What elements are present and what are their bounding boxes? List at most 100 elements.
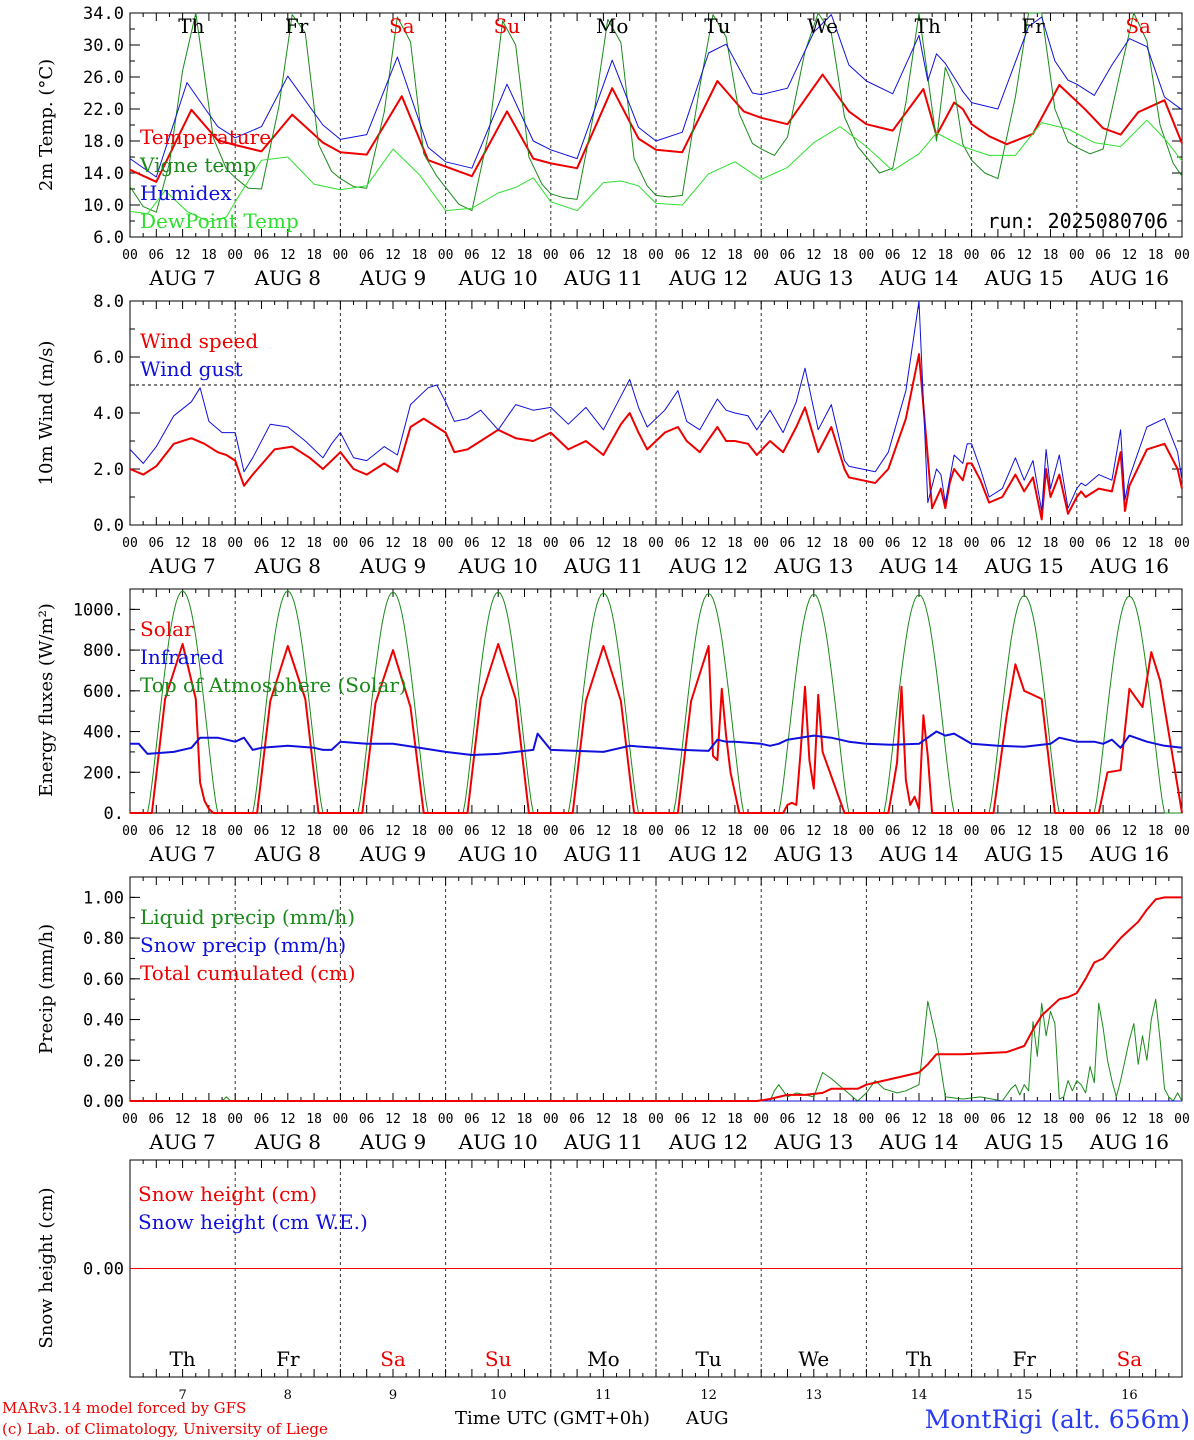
hour-tick-label: 06: [885, 536, 901, 551]
hour-tick-label: 18: [832, 824, 848, 839]
hour-tick-label: 06: [359, 824, 375, 839]
hour-tick-label: 00: [438, 248, 454, 263]
hour-tick-label: 00: [859, 824, 875, 839]
y-tick-label: 400.: [83, 723, 124, 743]
hour-tick-label: 06: [254, 1112, 270, 1127]
hour-tick-label: 00: [227, 1112, 243, 1127]
panel-energy: 0. 200. 400. 600. 800. 1000. Energy fluxes (W/…: [36, 588, 1190, 866]
hour-tick-label: 12: [175, 1112, 191, 1127]
day-number: 13: [806, 1388, 823, 1403]
hour-tick-label: 06: [148, 1112, 164, 1127]
legend-entry: Vigne temp: [139, 153, 256, 177]
hour-tick-label: 12: [596, 248, 612, 263]
hour-tick-label: 00: [122, 824, 138, 839]
hour-tick-label: 06: [1095, 536, 1111, 551]
hour-tick-label: 06: [569, 824, 585, 839]
time-axis-label: Time UTC (GMT+0h): [455, 1408, 650, 1429]
hour-tick-label: 12: [490, 824, 506, 839]
legend-entry: Liquid precip (mm/h): [140, 905, 355, 929]
y-axis-label: Precip (mm/h): [36, 924, 57, 1054]
date-label: AUG 8: [254, 554, 321, 578]
hour-tick-label: 18: [201, 536, 217, 551]
hour-tick-label: 00: [1069, 1112, 1085, 1127]
hour-tick-label: 00: [122, 536, 138, 551]
hour-tick-label: 12: [1016, 824, 1032, 839]
date-label: AUG 10: [458, 266, 538, 290]
y-tick-label: 600.: [83, 682, 124, 702]
hour-tick-label: 12: [175, 248, 191, 263]
day-number: 10: [490, 1388, 507, 1403]
hour-tick-label: 12: [490, 1112, 506, 1127]
hour-tick-label: 06: [464, 248, 480, 263]
panel-snow: 0.00 Snow height (cm) Snow height (cm) Snow…: [36, 1159, 1183, 1378]
lab-credit: (c) Lab. of Climatology, University of L…: [2, 1420, 328, 1438]
hour-tick-label: 00: [1069, 824, 1085, 839]
day-number: 8: [284, 1388, 292, 1403]
panel-precip: 0.00 0.20 0.40 0.60 0.80 1.00 Precip (mm/h) Liq…: [36, 876, 1190, 1154]
hour-tick-label: 06: [359, 1112, 375, 1127]
hour-tick-label: 12: [596, 536, 612, 551]
hour-tick-label: 18: [517, 248, 533, 263]
y-tick-label: 34.0: [83, 4, 124, 24]
y-tick-label: 6.0: [93, 348, 124, 368]
hour-tick-label: 18: [411, 824, 427, 839]
legend-entry: Total cumulated (cm): [140, 961, 356, 985]
hour-tick-label: 12: [280, 1112, 296, 1127]
hour-tick-label: 12: [806, 1112, 822, 1127]
hour-tick-label: 00: [753, 248, 769, 263]
hour-tick-label: 00: [438, 536, 454, 551]
hour-tick-label: 06: [990, 1112, 1006, 1127]
hour-tick-label: 18: [1148, 1112, 1164, 1127]
hour-tick-label: 18: [1043, 824, 1059, 839]
hour-tick-label: 06: [990, 536, 1006, 551]
date-label: AUG 15: [984, 1130, 1064, 1154]
day-number: 15: [1016, 1388, 1033, 1403]
hour-tick-label: 06: [254, 248, 270, 263]
series-dewpoint-temp: [129, 119, 1183, 223]
hour-tick-label: 18: [201, 824, 217, 839]
hour-tick-label: 00: [859, 536, 875, 551]
date-label: AUG 10: [458, 554, 538, 578]
date-label: AUG 12: [668, 554, 748, 578]
day-name-bottom: Tu: [695, 1347, 721, 1371]
hour-tick-label: 00: [543, 824, 559, 839]
panel-temp: 6.0 10.0 14.0 18.0 22.0 26.0 30.0 34.0 2m Temp. …: [36, 4, 1190, 290]
y-tick-label: 200.: [83, 763, 124, 783]
hour-tick-label: 18: [622, 248, 638, 263]
y-tick-label: 14.0: [83, 164, 124, 184]
hour-tick-label: 18: [1043, 1112, 1059, 1127]
y-tick-label: 0.: [104, 804, 124, 824]
day-name-top: Th: [915, 14, 941, 38]
date-label: AUG 12: [668, 842, 748, 866]
hour-tick-label: 00: [648, 536, 664, 551]
hour-tick-label: 06: [674, 248, 690, 263]
panel-wind: 0.0 2.0 4.0 6.0 8.0 10m Wind (m/s) Wind speed W…: [36, 292, 1190, 578]
date-label: AUG 13: [773, 554, 853, 578]
series-temperature: [129, 73, 1183, 183]
hour-tick-label: 06: [780, 536, 796, 551]
hour-tick-label: 00: [1174, 536, 1190, 551]
legend-entry: Snow height (cm W.E.): [138, 1210, 368, 1234]
hour-tick-label: 18: [517, 1112, 533, 1127]
legend-entry: Temperature: [140, 125, 271, 149]
hour-tick-label: 00: [859, 248, 875, 263]
hour-tick-label: 06: [780, 248, 796, 263]
hour-tick-label: 12: [911, 248, 927, 263]
y-tick-label: 0.20: [83, 1051, 124, 1071]
day-name-bottom: We: [798, 1347, 829, 1371]
hour-tick-label: 06: [464, 824, 480, 839]
date-label: AUG 10: [458, 1130, 538, 1154]
day-name-bottom: Mo: [587, 1347, 620, 1371]
hour-tick-label: 12: [701, 248, 717, 263]
hour-tick-label: 06: [885, 248, 901, 263]
footer: MARv3.14 model forced by GFS (c) Lab. of…: [2, 1399, 1190, 1438]
day-name-top: Mo: [596, 14, 629, 38]
legend-entry: Top of Atmosphere (Solar): [140, 673, 407, 697]
y-tick-label: 1000.: [73, 600, 124, 620]
hour-tick-label: 12: [175, 824, 191, 839]
hour-tick-label: 12: [1016, 248, 1032, 263]
hour-tick-label: 18: [1043, 536, 1059, 551]
hour-tick-label: 06: [254, 536, 270, 551]
day-name-top: Fr: [1021, 14, 1045, 38]
y-tick-label: 0.40: [83, 1011, 124, 1031]
